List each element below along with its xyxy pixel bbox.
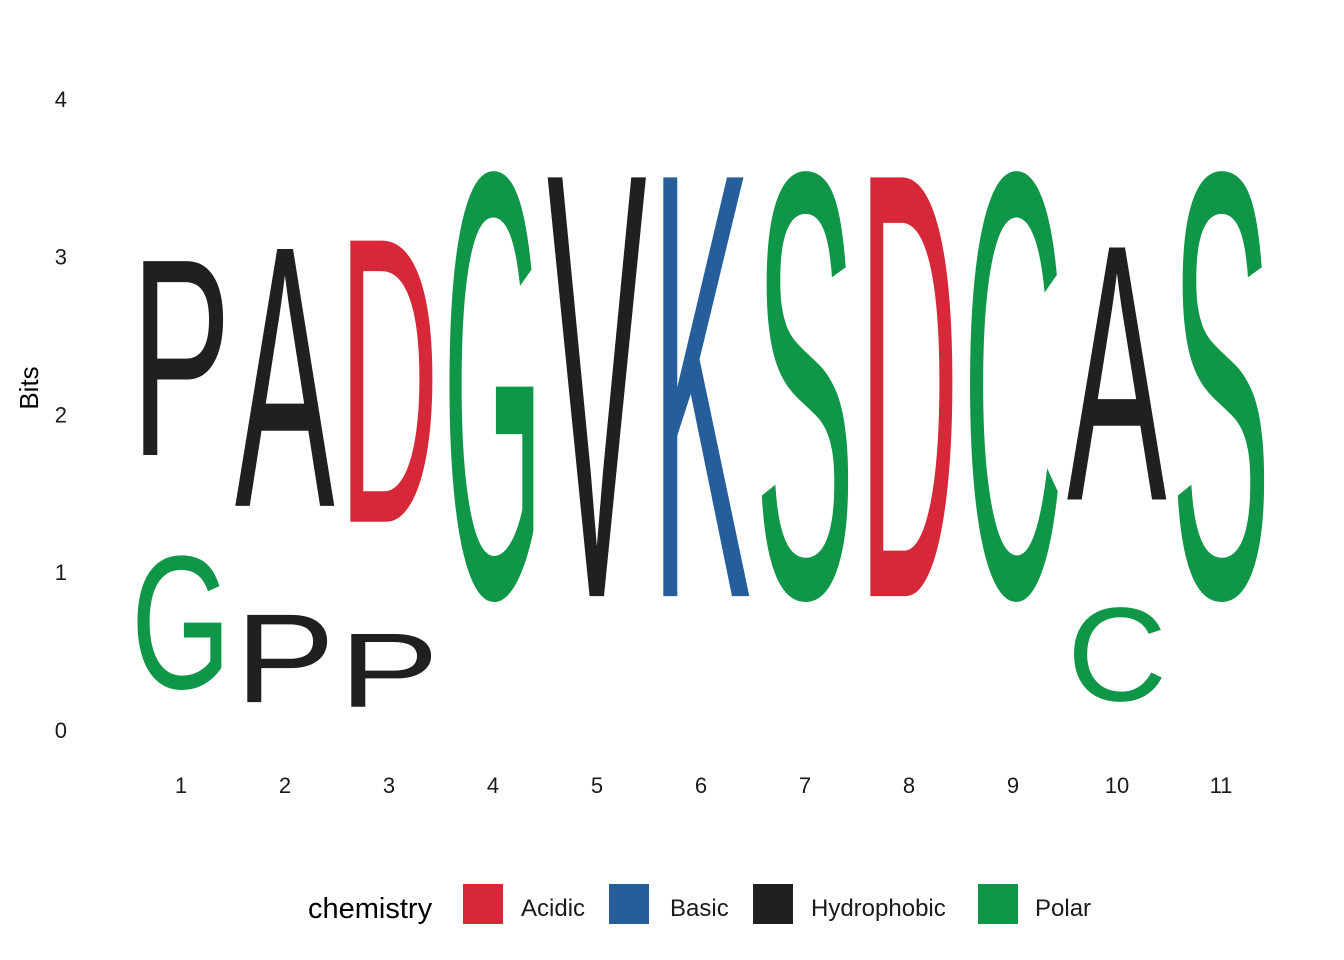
logo-letter-k-pos-6: K [651,45,751,725]
logo-letter-d-pos-3: D [339,152,439,609]
logo-letter-p-pos-1: P [131,200,231,515]
x-tick-label: 4 [487,773,499,798]
x-tick-label: 2 [279,773,291,798]
y-tick-label: 0 [55,718,67,743]
x-tick-label: 10 [1105,773,1129,798]
x-tick-label: 3 [383,773,395,798]
logo-letter-a-pos-10: A [1067,169,1167,578]
logo-letter-p-pos-2: P [235,588,335,730]
y-tick-label: 1 [55,560,67,585]
legend-label-basic: Basic [670,895,729,922]
logo-letter-p-pos-3: P [339,612,439,729]
legend-title: chemistry [308,893,433,925]
y-tick-label: 3 [55,245,67,270]
x-tick-label: 9 [1007,773,1019,798]
x-tick-label: 6 [695,773,707,798]
logo-letter-g-pos-4: G [443,47,543,726]
legend-swatch-hydrophobic [753,884,793,924]
logo-letter-a-pos-2: A [235,170,335,586]
logo-letter-c-pos-10: C [1067,580,1167,729]
x-axis-ticks: 1 2 3 4 5 6 7 8 9 10 11 [175,773,1233,798]
logo-letter-s-pos-11: S [1171,45,1271,725]
logo-letter-g-pos-1: G [131,517,231,729]
legend-swatch-polar [978,884,1018,924]
logo-letter-s-pos-7: S [755,45,855,725]
y-axis-ticks: 0 1 2 3 4 [55,87,67,743]
x-tick-label: 11 [1210,773,1233,798]
x-tick-label: 1 [175,773,187,798]
logo-letter-d-pos-8: D [859,45,959,726]
legend: chemistry Acidic Basic Hydrophobic Polar [308,884,1091,925]
logo-letter-c-pos-9: C [963,45,1063,726]
x-tick-label: 5 [591,773,603,798]
y-tick-label: 4 [55,87,67,112]
legend-label-polar: Polar [1035,895,1091,922]
y-tick-label: 2 [55,402,67,427]
legend-label-acidic: Acidic [521,895,585,922]
x-tick-label: 7 [799,773,811,798]
logo-letter-v-pos-5: V [547,45,647,725]
legend-swatch-basic [609,884,649,924]
y-axis-title: Bits [14,366,44,409]
x-tick-label: 8 [903,773,915,798]
legend-swatch-acidic [463,884,503,924]
legend-label-hydrophobic: Hydrophobic [811,895,946,922]
